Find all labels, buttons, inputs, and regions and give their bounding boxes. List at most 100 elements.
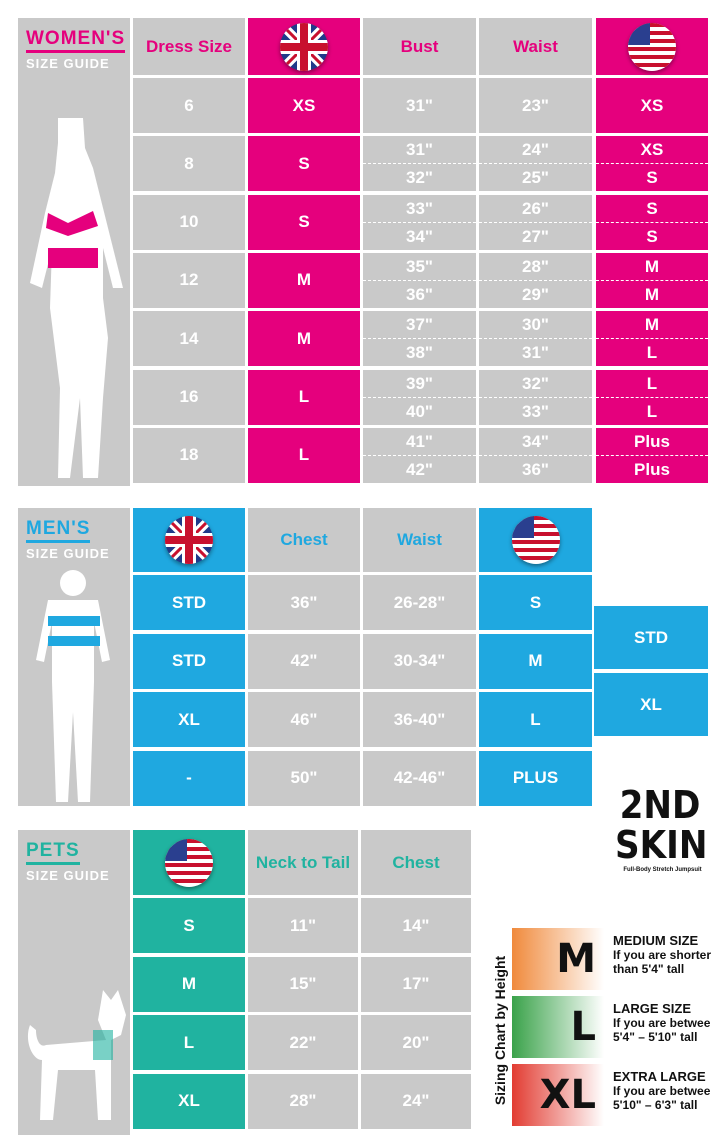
value: XL [178,1091,200,1110]
height-chart-title-text: Sizing Chart by Height [492,955,508,1106]
waist-cell: 32" 33" [479,369,592,425]
value: 17" [402,974,430,993]
value: 39" [363,370,476,398]
extra-size-xl: XL [594,673,708,736]
bust-cell: 31" 32" [363,136,476,192]
value: 27" [522,226,549,246]
value: S [298,153,310,173]
value: 32" [479,370,592,398]
chest-cell: 20" [361,1015,471,1070]
value: L [596,370,708,398]
header-label: Bust [400,36,439,56]
bust-cell: 41" 42" [363,427,476,483]
value: M [644,284,660,304]
value: 12 [179,270,199,290]
value: 50" [290,768,318,787]
value: PLUS [512,768,559,787]
value: 14 [179,328,199,348]
value: 32" [406,168,433,188]
uk-size-cell: M [248,252,360,308]
header-chest: Chest [248,508,360,572]
value: 26" [479,195,592,223]
value: 36-40" [393,709,446,729]
value: M [181,974,197,993]
neck-cell: 28" [248,1073,358,1129]
height-chart-title: Sizing Chart by Height [492,928,514,1133]
header-label: Chest [392,852,440,872]
waist-cell: 30" 31" [479,311,592,367]
uk-size-cell: XS [248,78,360,133]
size-label: LARGE SIZE [613,1001,692,1016]
waist-cell: 28" 29" [479,252,592,308]
waist-cell: 34" 36" [479,427,592,483]
size-description: MEDIUM SIZE If you are shorter than 5'4" … [613,934,720,990]
value: 36" [406,284,433,304]
value: 31" [363,136,476,165]
value: 10 [179,212,199,232]
size-xl-badge: XL [512,1064,604,1126]
pets-side-panel: PETS SIZE GUIDE [18,830,130,1135]
neck-cell: 15" [248,956,358,1012]
pet-size-cell: L [133,1015,245,1070]
value: 38" [406,343,433,363]
size-letter: M [556,936,596,982]
header-label: Neck to Tail [255,852,351,872]
uk-flag-icon [165,516,213,564]
value: 22" [289,1032,317,1052]
dress-size-cell: 18 [133,427,245,483]
neck-cell: 11" [248,898,358,953]
value: - [186,768,192,787]
dress-size-cell: 6 [133,78,245,133]
value: M [596,311,708,340]
value: L [183,1032,195,1052]
value: XL [640,694,662,714]
men-side-panel: MEN'S SIZE GUIDE [18,508,130,806]
size-label: MEDIUM SIZE [613,933,699,948]
us-flag-icon [628,22,676,71]
header-uk [133,508,245,572]
pets-title: PETS [26,840,80,865]
men-subtitle: SIZE GUIDE [26,546,110,561]
value: 26-28" [393,592,446,612]
uk-size-cell: M [248,311,360,367]
bust-cell: 31" [363,78,476,133]
value: 20" [402,1032,430,1052]
waist-cell: 23" [479,78,592,133]
value: 24" [479,136,592,165]
header-us [596,18,708,75]
value: 46" [290,709,318,729]
waist-cell: 26-28" [363,575,476,630]
value: S [529,592,542,612]
value: 42-46" [393,768,446,787]
us-size-cell: PLUS [479,750,592,806]
waist-cell: 24" 25" [479,136,592,192]
dress-size-cell: 14 [133,311,245,367]
value: M [296,328,312,348]
us-cell: Plus Plus [596,427,708,483]
man-silhouette-icon [36,570,110,802]
uk-size-cell: STD [133,575,245,630]
dress-size-cell: 12 [133,252,245,308]
chest-cell: 14" [361,898,471,953]
size-letter: L [570,1004,597,1050]
value: 33" [363,195,476,223]
value: 30" [479,311,592,340]
chest-cell: 42" [248,633,360,689]
us-size-cell: L [479,692,592,747]
value: 34" [406,226,433,246]
dress-size-cell: 10 [133,194,245,250]
value: L [646,343,658,363]
value: 29" [522,284,549,304]
logo-text: 2ND SKIN [615,783,708,867]
value: XS [596,136,708,165]
value: 33" [522,401,549,421]
value: STD [634,627,668,647]
value: 28" [289,1091,317,1110]
uk-size-cell: L [248,369,360,425]
bust-cell: 37" 38" [363,311,476,367]
value: S [646,226,658,246]
header-neck: Neck to Tail [248,830,358,895]
header-chest: Chest [361,830,471,895]
value: 6 [184,95,194,115]
